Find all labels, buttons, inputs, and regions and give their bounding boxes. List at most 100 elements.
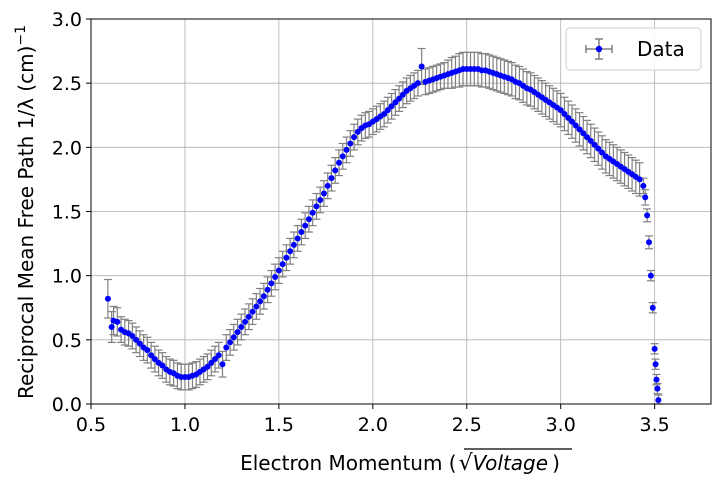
y-tick-label: 2.5 — [52, 73, 82, 95]
data-point — [332, 167, 339, 174]
data-point — [392, 99, 399, 106]
y-axis-label-sup: −1 — [13, 25, 29, 46]
data-point — [388, 103, 395, 110]
data-point — [260, 293, 267, 300]
data-point — [652, 361, 659, 368]
data-point — [347, 140, 354, 147]
data-point — [599, 149, 606, 156]
data-point — [324, 182, 331, 189]
x-axis-label-prefix: Electron Momentum ( — [240, 451, 457, 475]
data-point — [384, 107, 391, 114]
data-point — [208, 359, 215, 366]
data-point — [655, 397, 662, 404]
data-point — [649, 304, 656, 311]
data-point — [591, 141, 598, 148]
data-point — [646, 239, 652, 246]
data-point — [249, 308, 256, 315]
x-tick-label: 3.0 — [546, 414, 576, 436]
data-point — [287, 248, 294, 255]
y-tick-label: 0.0 — [52, 394, 82, 416]
y-tick-label: 1.0 — [52, 266, 82, 288]
data-point — [651, 345, 658, 352]
data-point — [396, 95, 403, 102]
data-point — [317, 196, 324, 203]
data-point — [418, 63, 425, 70]
data-point — [159, 362, 166, 369]
data-point — [294, 235, 301, 242]
data-point — [644, 212, 651, 219]
data-point — [275, 267, 282, 274]
data-point — [636, 176, 643, 183]
data-point — [133, 336, 140, 343]
data-point — [640, 182, 647, 189]
data-point — [230, 334, 237, 341]
data-markers — [104, 63, 662, 404]
data-point — [290, 241, 297, 248]
data-point — [279, 261, 286, 268]
data-point — [414, 80, 421, 87]
legend-marker — [595, 45, 603, 53]
data-point — [215, 352, 222, 359]
data-point — [584, 134, 590, 141]
data-point — [212, 356, 218, 363]
data-point — [557, 107, 564, 114]
x-axis-label-sqrt-arg: Voltage — [473, 451, 548, 475]
x-axis-label-suffix: ) — [552, 451, 560, 475]
data-point — [144, 347, 151, 354]
y-tick-label: 3.0 — [52, 9, 82, 31]
data-point — [587, 137, 594, 144]
data-point — [257, 298, 264, 305]
x-tick-label: 3.5 — [640, 414, 670, 436]
y-axis-label: Reciprocal Mean Free Path 1/λ (cm)−1 — [13, 25, 38, 399]
data-point — [595, 145, 602, 152]
data-point — [114, 318, 121, 325]
data-point — [568, 118, 575, 125]
legend: Data — [565, 27, 702, 71]
x-tick-label: 2.0 — [358, 414, 388, 436]
x-axis-label: Electron Momentum (√Voltage) — [240, 451, 560, 476]
data-point — [264, 286, 271, 293]
data-point — [351, 134, 358, 141]
data-point — [234, 329, 241, 336]
y-tick-label: 0.5 — [52, 330, 82, 352]
data-point — [242, 318, 249, 325]
data-point — [313, 203, 320, 210]
data-point — [336, 159, 342, 166]
data-point — [253, 303, 260, 310]
x-tick-label: 1.5 — [264, 414, 294, 436]
x-tick-label: 1.0 — [170, 414, 200, 436]
y-axis-label-main: Reciprocal Mean Free Path 1/λ (cm) — [14, 46, 38, 399]
data-point — [108, 324, 115, 330]
data-point — [204, 363, 211, 370]
y-tick-label: 2.0 — [52, 137, 82, 159]
data-point — [647, 272, 654, 279]
data-point — [343, 146, 350, 153]
y-tick-label: 1.5 — [52, 202, 82, 224]
data-point — [283, 254, 290, 261]
x-axis-ticks: 0.5 1.0 1.5 2.0 2.5 3.0 3.5 — [76, 404, 670, 436]
data-point — [565, 114, 572, 121]
data-point — [309, 209, 316, 216]
data-point — [268, 280, 275, 287]
data-point — [272, 273, 279, 280]
data-point — [642, 194, 649, 201]
data-point — [653, 376, 660, 383]
data-point — [219, 361, 226, 368]
data-point — [302, 222, 309, 229]
data-point — [328, 175, 335, 182]
data-point — [148, 352, 155, 359]
data-point — [399, 91, 406, 98]
data-point — [320, 190, 327, 197]
data-point — [572, 122, 579, 129]
data-point — [238, 324, 245, 330]
data-point — [223, 344, 230, 351]
data-point — [580, 130, 587, 137]
data-point — [104, 295, 111, 302]
data-point — [339, 153, 346, 160]
x-tick-label: 2.5 — [452, 414, 482, 436]
data-point — [561, 110, 568, 117]
data-point — [305, 216, 312, 223]
data-point — [129, 332, 136, 339]
data-point — [654, 385, 661, 392]
